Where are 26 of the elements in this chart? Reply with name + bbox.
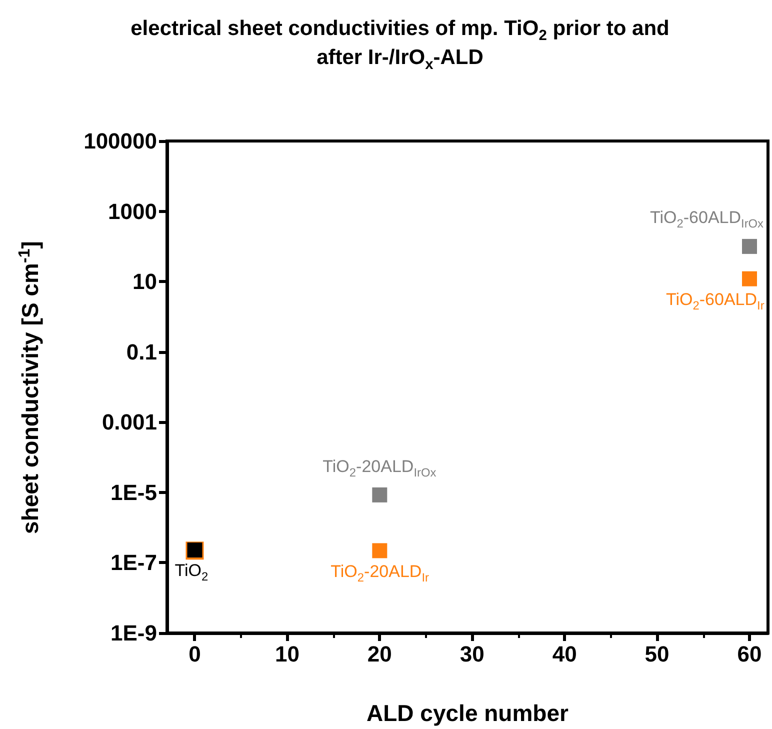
y-tick-label: 1E-5 — [110, 480, 157, 505]
point — [742, 238, 758, 254]
series-label: TiO$_{2}$ — [174, 561, 208, 584]
x-tick-label: 40 — [552, 642, 577, 666]
point — [742, 271, 758, 286]
x-tick-label: 60 — [737, 642, 762, 666]
y-tick-label: 0.001 — [102, 410, 157, 435]
x-tick-label: 20 — [367, 642, 392, 666]
x-axis-title: ALD cycle number — [366, 700, 570, 727]
y-tick-label: 1000 — [108, 198, 157, 224]
x-tick-label: 0 — [188, 642, 201, 666]
x-tick-label: 30 — [460, 642, 484, 666]
y-tick-label: 10 — [132, 269, 157, 294]
chart-title: electrical sheet conductivities of mp. TiO$_{2}$ prior to and after Ir-/IrO$_{x}$-ALD — [130, 17, 670, 74]
y-tick-label: 100000 — [84, 128, 157, 154]
point — [372, 487, 388, 502]
series-label: TiO$_{2}$-60ALD$_{Ir}$ — [666, 290, 764, 312]
series-label: TiO$_{2}$-60ALD$_{IrOx}$ — [650, 208, 764, 231]
point — [372, 543, 388, 558]
x-tick-label: 10 — [274, 642, 300, 666]
y-tick-label: 1E-7 — [110, 550, 157, 576]
x-tick-label: 50 — [644, 642, 670, 666]
series-label: TiO$_{2}$-20ALD$_{Ir}$ — [330, 562, 429, 584]
series-label: TiO$_{2}$-20ALD$_{IrOx}$ — [322, 456, 436, 480]
y-tick-label: 1E-9 — [110, 620, 157, 646]
y-tick-label: 0.1 — [126, 339, 157, 364]
